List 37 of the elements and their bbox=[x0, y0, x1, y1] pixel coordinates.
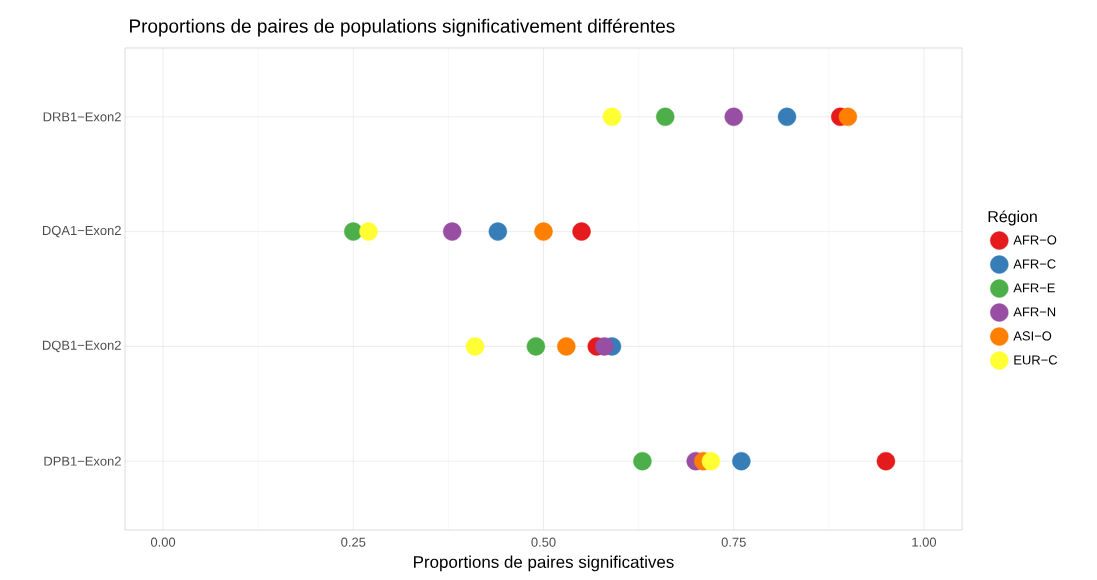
point bbox=[572, 222, 591, 241]
point bbox=[526, 337, 546, 356]
y-tick-label: DQB1−Exon2 bbox=[42, 340, 121, 353]
point bbox=[557, 337, 576, 356]
point bbox=[838, 107, 858, 127]
point bbox=[777, 107, 797, 127]
y-tick-label: DPB1−Exon2 bbox=[44, 456, 121, 466]
x-tick-label: 0.25 bbox=[341, 537, 366, 547]
legend-label: AFR−N bbox=[1013, 307, 1056, 317]
y-tick-label: DRB1−Exon2 bbox=[43, 112, 121, 122]
x-tick-label: 0.00 bbox=[150, 537, 176, 547]
y-tick-label: DQA1−Exon2 bbox=[42, 225, 121, 238]
legend-label: ASI−O bbox=[1013, 331, 1052, 341]
point bbox=[465, 337, 485, 356]
legend-label: AFR−O bbox=[1013, 235, 1057, 245]
chart-title: Proportions de paires de populations significativement différentes bbox=[130, 18, 675, 37]
point bbox=[656, 107, 675, 127]
legend-title: Région bbox=[988, 210, 1037, 226]
point bbox=[595, 337, 614, 356]
x-tick-label: 0.75 bbox=[721, 537, 746, 547]
x-axis-title: Proportions de paires significatives bbox=[414, 555, 674, 572]
point bbox=[443, 222, 462, 241]
legend-label: AFR−C bbox=[1013, 259, 1056, 269]
point bbox=[732, 451, 751, 471]
point bbox=[876, 451, 896, 471]
legend-label: AFR−E bbox=[1013, 283, 1055, 293]
point bbox=[633, 451, 652, 471]
point bbox=[724, 107, 743, 127]
point bbox=[344, 222, 363, 241]
legend-label: EUR−C bbox=[1014, 355, 1058, 365]
point bbox=[701, 451, 721, 471]
x-tick-label: 1.00 bbox=[912, 537, 937, 547]
point bbox=[602, 107, 622, 127]
point bbox=[534, 222, 553, 241]
point bbox=[359, 222, 378, 241]
point bbox=[488, 222, 508, 241]
x-tick-label: 0.50 bbox=[531, 537, 556, 547]
